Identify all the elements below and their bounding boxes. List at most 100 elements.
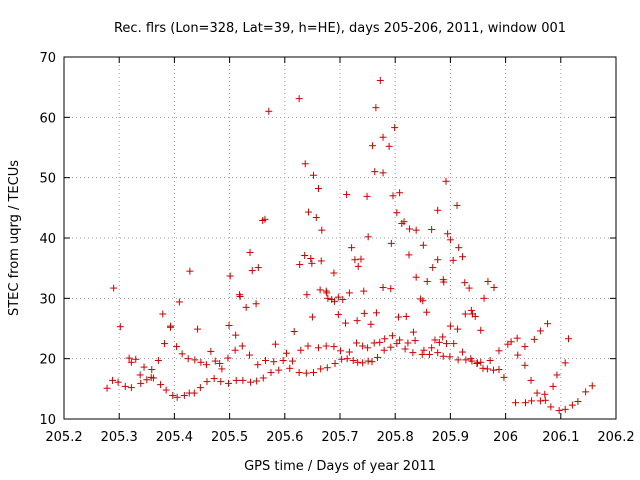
data-point — [246, 248, 254, 256]
data-point — [453, 201, 461, 209]
data-point — [379, 133, 387, 141]
data-point — [483, 365, 491, 373]
y-tick-label: 50 — [39, 172, 56, 187]
data-point — [364, 357, 372, 365]
data-point — [530, 335, 538, 343]
data-point — [308, 313, 316, 321]
data-point — [536, 397, 544, 405]
data-point — [536, 327, 544, 335]
data-point — [154, 356, 162, 364]
data-point — [376, 77, 384, 85]
data-point — [301, 251, 309, 259]
data-point — [379, 169, 387, 177]
data-point — [196, 384, 204, 392]
data-point — [304, 342, 312, 350]
data-point — [239, 376, 247, 384]
data-point — [310, 369, 318, 377]
data-point — [259, 374, 267, 382]
data-point — [354, 262, 362, 270]
data-point — [418, 350, 426, 358]
data-point — [121, 382, 129, 390]
data-point — [431, 336, 439, 344]
data-point — [473, 359, 481, 367]
axis-ticks: 205.2 205.3 205.4 205.5 205.6 205.7 205.8 205.9… — [39, 51, 634, 445]
data-point — [423, 308, 431, 316]
data-point — [396, 336, 404, 344]
data-point — [314, 185, 322, 193]
data-point — [289, 357, 297, 365]
x-tick-label: 205.3 — [101, 430, 138, 445]
data-point — [191, 356, 199, 364]
data-point — [387, 343, 395, 351]
data-point — [342, 319, 350, 327]
y-tick-label: 30 — [39, 292, 56, 307]
data-point — [428, 344, 436, 352]
data-point — [140, 363, 148, 371]
data-point — [434, 256, 442, 264]
x-tick-label: 205.9 — [432, 430, 469, 445]
data-point — [343, 191, 351, 199]
data-point — [434, 349, 442, 357]
data-point — [282, 349, 290, 357]
data-point — [372, 309, 380, 317]
data-point — [127, 384, 135, 392]
data-point — [248, 267, 256, 275]
data-point — [334, 293, 342, 301]
data-point — [323, 289, 331, 297]
data-point — [461, 310, 469, 318]
data-point — [387, 285, 395, 293]
data-point — [308, 259, 316, 267]
data-point — [541, 396, 549, 404]
data-point — [290, 328, 298, 336]
data-point — [467, 306, 475, 314]
data-point — [521, 399, 529, 407]
data-point — [217, 378, 225, 386]
data-point — [322, 342, 330, 350]
data-point — [180, 391, 188, 399]
data-point — [574, 398, 582, 406]
data-point — [544, 320, 552, 328]
data-point — [267, 369, 275, 377]
data-point — [468, 310, 476, 318]
data-point — [379, 283, 387, 291]
data-point — [406, 225, 414, 233]
data-point — [252, 300, 260, 308]
data-point — [210, 375, 218, 383]
data-point — [401, 345, 409, 353]
data-point — [370, 339, 378, 347]
data-point — [271, 340, 279, 348]
data-point — [324, 294, 332, 302]
data-point — [359, 342, 367, 350]
data-point — [236, 293, 244, 301]
data-point — [348, 244, 356, 252]
data-point — [157, 381, 165, 389]
data-point — [549, 382, 557, 390]
data-point — [360, 287, 368, 295]
data-point — [330, 343, 338, 351]
data-point — [323, 364, 331, 372]
data-point — [211, 357, 219, 365]
data-point — [110, 284, 118, 292]
data-point — [116, 323, 124, 331]
data-point — [446, 353, 454, 361]
data-point — [400, 218, 408, 226]
data-point — [184, 355, 192, 363]
data-point — [173, 393, 181, 401]
data-point — [218, 365, 226, 373]
data-point — [435, 338, 443, 346]
data-point — [162, 386, 170, 394]
data-point — [568, 401, 576, 409]
data-point — [147, 373, 155, 381]
y-axis-label: STEC from uqrg / TECUs — [7, 160, 22, 316]
data-point — [253, 377, 261, 385]
data-point — [425, 350, 433, 358]
data-point — [197, 358, 205, 366]
data-point — [479, 364, 487, 372]
data-point — [461, 279, 469, 287]
data-point — [368, 358, 376, 366]
data-point — [334, 311, 342, 319]
data-point — [114, 378, 122, 386]
data-point — [495, 347, 503, 355]
data-point — [175, 298, 183, 306]
data-point — [190, 389, 198, 397]
